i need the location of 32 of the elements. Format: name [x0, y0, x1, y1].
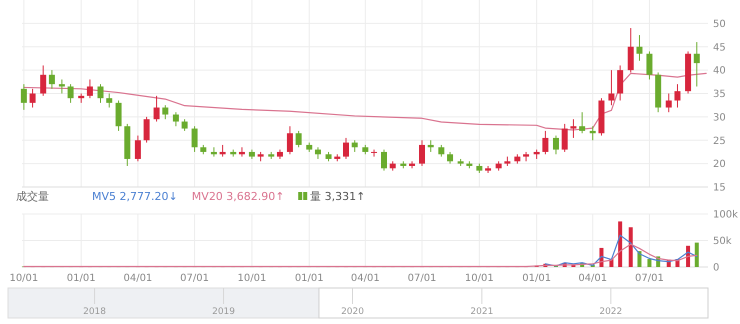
x-tick-label: 04/01 — [578, 273, 608, 284]
x-tick-label: 04/01 — [350, 273, 380, 284]
x2-tick-label: 2019 — [212, 307, 236, 317]
y-tick-label: 25 — [713, 136, 726, 147]
x-tick-label: 01/01 — [522, 273, 552, 284]
y-tick-label: 35 — [713, 89, 726, 100]
x-tick-label: 07/01 — [180, 273, 210, 284]
legend: 量 3,331↑ — [310, 190, 366, 203]
x2-tick-label: 2018 — [83, 307, 106, 317]
x2-tick-label: 2020 — [341, 307, 364, 317]
x-tick-label: 01/01 — [294, 273, 324, 284]
x2-tick-label: 2022 — [599, 307, 622, 317]
y-tick-label: 50 — [713, 18, 726, 30]
y-tick-label: 45 — [713, 42, 726, 54]
x2-tick-label: 2021 — [470, 307, 494, 317]
x-tick-label: 10/01 — [464, 273, 494, 284]
y-tick-label: 20 — [713, 159, 726, 170]
x-tick-label: 10/01 — [238, 273, 266, 284]
legend: MV20 3,682.90↑ — [192, 190, 285, 203]
y-tick-label: 40 — [713, 66, 726, 77]
x-tick-label: 07/01 — [635, 273, 664, 284]
legend: MV5 2,777.20↓ — [92, 190, 178, 203]
y-tick-label: 100k — [713, 210, 738, 220]
x-tick-label: 07/01 — [408, 273, 436, 284]
chart-title: 成交量 — [16, 190, 49, 203]
x-tick-label: 10/01 — [9, 273, 38, 284]
y-tick-label: 50k — [713, 236, 732, 247]
y-tick-label: 15 — [713, 182, 726, 194]
y-tick-label: 30 — [713, 112, 726, 124]
y-tick-label: 0 — [713, 262, 720, 274]
x-tick-label: 01/01 — [66, 273, 96, 284]
x-tick-label: 04/01 — [123, 273, 152, 284]
